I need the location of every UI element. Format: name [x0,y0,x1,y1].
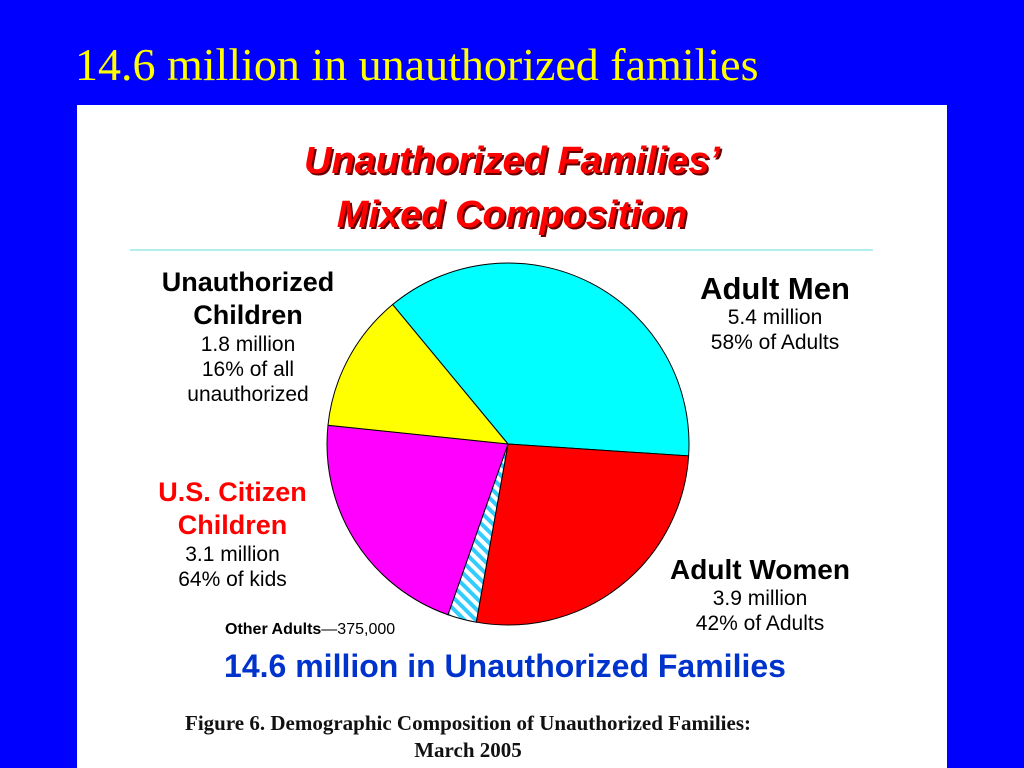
pie-slice [326,424,509,616]
category-label: Unauthorized Children [161,267,335,330]
value-label: 5.4 million [727,306,823,329]
slice-label: Unauthorized Children 1.8 million 16% of a… [133,266,363,407]
slice-label: Other Adults—375,000 [225,621,395,639]
chart-title: Unauthorized Families’ [304,140,720,182]
note-label: 16% of all unauthorized [187,358,309,406]
chart-title: Mixed Composition [336,194,688,236]
total-label: 14.6 million in Unauthorized Families [224,648,786,684]
slide-title: 14.6 million in unauthorized families [75,39,759,90]
pie-slice [475,443,690,626]
caption: March 2005 [414,738,522,762]
pie-slice [327,303,510,445]
slice-label: Adult Women 3.9 million 42% of Adults [630,553,890,636]
caption: Figure 6. Demographic Composition of Una… [185,711,751,735]
slice-label: Adult Men 5.4 million 58% of Adults [660,272,890,355]
category-label: Adult Men [700,271,850,306]
pie-slice [391,262,690,457]
category-label: Adult Women [670,554,850,585]
value-label: 3.9 million [712,587,808,610]
note-label: 42% of Adults [695,612,825,635]
note-label: 58% of Adults [710,331,840,354]
category-label: Other Adults [225,621,322,638]
value-label: —375,000 [321,621,396,638]
category-label: U.S. Citizen Children [158,477,307,540]
value-label: 1.8 million [200,333,296,356]
value-label: 3.1 million [185,543,280,566]
slice-label: U.S. Citizen Children 3.1 million 64% of k… [115,476,350,592]
note-label: 64% of kids [178,568,287,591]
